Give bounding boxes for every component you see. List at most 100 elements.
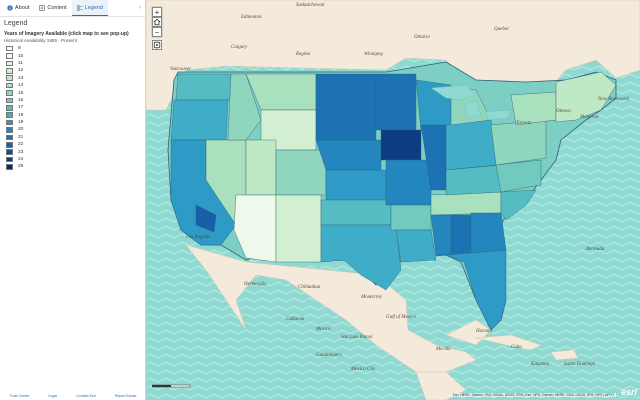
legend-item: 20 (6, 126, 145, 133)
tab-legend[interactable]: Legend (71, 0, 108, 16)
place-label: Kingston (530, 362, 550, 367)
locate-icon (153, 41, 161, 49)
tab-label: Content (47, 5, 67, 11)
map-controls: + − (152, 7, 162, 50)
legend-label: 24 (18, 157, 24, 163)
legend-swatch (6, 149, 13, 155)
info-icon (7, 5, 13, 11)
place-label: Montreal (579, 115, 599, 120)
legend-swatch (6, 134, 13, 141)
place-label: Gulf of Mexico (386, 315, 416, 320)
home-icon (153, 18, 161, 26)
us-region-arizona (233, 194, 277, 263)
tab-content[interactable]: Content (34, 0, 71, 16)
sidebar-tabs: About Content Legend ‹ (0, 0, 145, 17)
legend-label: 19 (18, 120, 24, 126)
place-label: New Brunswick (597, 97, 630, 102)
place-label: Edmonton (240, 15, 262, 20)
place-label: San Luis Potosi (341, 335, 373, 340)
us-region-colorado (275, 149, 327, 196)
us-region-washington (175, 73, 232, 101)
legend-label: 15 (18, 90, 24, 96)
legend-item: 14 (6, 82, 145, 89)
us-region-nebraska (315, 139, 382, 171)
us-region-new-mexico (275, 194, 322, 263)
great-lakes (430, 84, 512, 121)
home-button[interactable] (152, 17, 162, 27)
place-label: Havana (475, 329, 492, 334)
legend-label: 16 (18, 97, 24, 103)
footer-link-contact-esri[interactable]: Contact Esri (76, 394, 96, 398)
zoom-group: + − (152, 7, 162, 37)
tab-about[interactable]: About (2, 0, 34, 16)
legend-label: 12 (18, 68, 24, 74)
us-region-socal (195, 204, 217, 233)
legend-label: 9 (18, 46, 21, 52)
place-label: Merida (435, 347, 451, 352)
legend-label: 13 (18, 75, 24, 81)
us-region-pennsylvania (490, 119, 547, 166)
legend-swatch (6, 119, 13, 126)
footer-link-legal[interactable]: Legal (48, 394, 58, 398)
place-label: Quebec (494, 27, 510, 32)
legend-label: 21 (18, 134, 24, 140)
legend-item: 25 (6, 163, 145, 170)
us-region-florida (445, 249, 507, 331)
legend-item: 23 (6, 148, 145, 155)
legend-swatch (6, 164, 13, 170)
us-region-virginia (495, 159, 542, 193)
us-region-oklahoma (320, 199, 392, 226)
zoom-in-button[interactable]: + (152, 7, 162, 17)
legend-item: 18 (6, 112, 145, 119)
legend-swatch (6, 75, 13, 82)
land-hispaniola (550, 349, 579, 361)
legend-item: 10 (6, 52, 145, 59)
legend-label: 23 (18, 149, 24, 155)
layers-icon (39, 5, 46, 11)
place-label: Chihuahua (298, 285, 321, 290)
legend-item: 9 (6, 45, 145, 52)
us-region-alabama (450, 214, 472, 259)
collapse-panel-button[interactable]: ‹ (139, 5, 141, 11)
legend-swatch (6, 127, 13, 133)
place-label: Toronto (516, 121, 532, 126)
zoom-out-button[interactable]: − (152, 27, 162, 37)
legend-swatch (6, 97, 13, 104)
footer-link-trust-center[interactable]: Trust Center (9, 394, 30, 398)
legend-label: 22 (18, 142, 24, 148)
place-label: Bermuda (586, 247, 605, 252)
legend-label: 10 (18, 53, 24, 59)
us-region-kentucky (445, 164, 502, 196)
legend-swatch (6, 82, 13, 89)
place-label: Los Angeles (185, 235, 210, 240)
place-label: Guadalajara (316, 353, 342, 358)
place-label: Regina (295, 52, 311, 57)
map-attribution: Esri, HERE, Garmin, FAO, NOAA, USGS, EPA… (450, 393, 616, 397)
legend-swatch (6, 53, 13, 59)
legend-item: 11 (6, 60, 145, 67)
legend-swatch (6, 68, 13, 74)
basemap: Edmonton Saskatchewan Calgary Regina Win… (146, 0, 640, 400)
place-label: Cuba (511, 345, 522, 350)
layer-title: Years of Imagery Available (click map to… (4, 31, 129, 37)
legend-item: 19 (6, 119, 145, 126)
legend-title: Legend (4, 20, 28, 27)
place-label: Vancouver (170, 67, 191, 72)
legend-item: 22 (6, 141, 145, 148)
sidebar: About Content Legend ‹ Legend Years of I… (0, 0, 146, 400)
footer-link-report-abuse[interactable]: Report Abuse (114, 394, 137, 398)
legend-swatch (6, 112, 13, 118)
us-region-tennessee (430, 191, 502, 216)
legend-swatch (6, 45, 13, 52)
legend-label: 14 (18, 83, 24, 89)
locate-button[interactable] (152, 40, 162, 50)
place-label: Monterrey (360, 295, 383, 300)
us-region-iowa (380, 129, 422, 161)
legend-item: 13 (6, 75, 145, 82)
place-label: Hermosillo (243, 282, 267, 287)
legend-label: 25 (18, 164, 24, 170)
map-view[interactable]: Edmonton Saskatchewan Calgary Regina Win… (146, 0, 640, 400)
us-region-minnesota (375, 73, 417, 131)
legend-icon (76, 4, 83, 11)
legend-swatch (6, 60, 13, 67)
